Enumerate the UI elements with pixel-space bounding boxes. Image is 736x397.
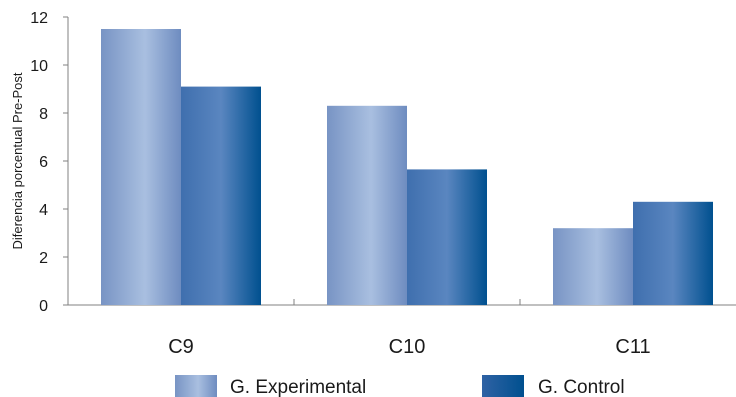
legend-label-control: G. Control <box>538 377 625 397</box>
y-tick-label: 8 <box>39 106 48 123</box>
legend-swatch-control <box>482 375 524 397</box>
y-tick-label: 2 <box>39 250 48 267</box>
bar-experimental <box>553 228 633 305</box>
bar-experimental <box>101 29 181 305</box>
y-tick-label: 0 <box>39 298 48 315</box>
bar-control <box>181 86 261 305</box>
category-label: C11 <box>615 336 650 358</box>
y-axis-label: Diferencia porcentual Pre-Post <box>10 72 25 249</box>
legend-swatch-experimental <box>175 375 217 397</box>
bar-control <box>407 169 487 305</box>
y-tick-label: 12 <box>30 10 48 27</box>
category-label: C10 <box>389 336 426 358</box>
y-tick-label: 4 <box>39 202 48 219</box>
legend-label-experimental: G. Experimental <box>230 377 366 397</box>
y-tick-label: 6 <box>39 154 48 171</box>
y-tick-label: 10 <box>30 58 48 75</box>
bar-experimental <box>327 105 407 305</box>
bar-control <box>633 201 713 305</box>
legend: G. Experimental G. Control <box>175 375 625 397</box>
category-labels: C9 C10 C11 <box>168 336 650 358</box>
category-label: C9 <box>168 336 194 358</box>
bars <box>101 29 713 305</box>
